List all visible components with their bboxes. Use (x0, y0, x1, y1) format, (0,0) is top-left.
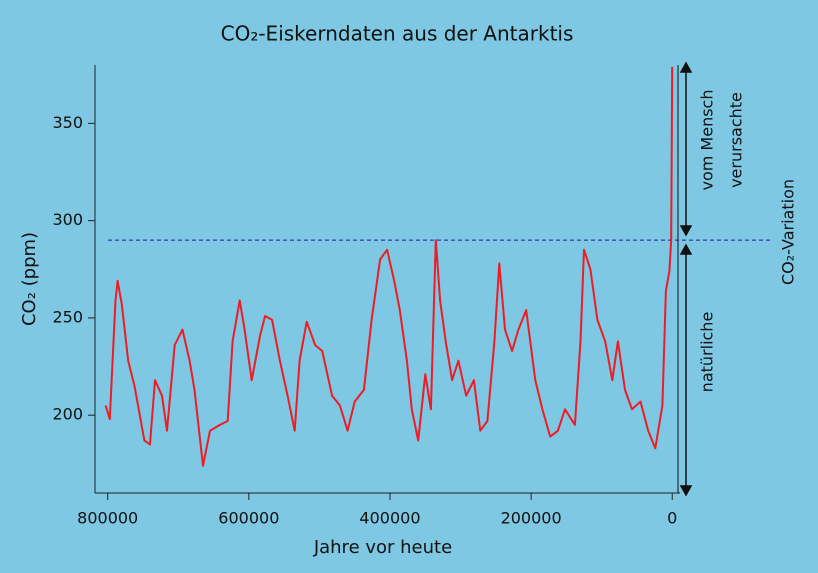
x-tick-label: 0 (667, 509, 677, 528)
y-axis-label: CO₂ (ppm) (19, 232, 40, 326)
data-line (104, 66, 674, 467)
annotation: natürliche (698, 312, 717, 393)
x-tick-label: 600000 (218, 509, 279, 528)
x-tick-label: 200000 (501, 509, 562, 528)
annotation: verursachte (727, 92, 746, 188)
x-tick-label: 800000 (77, 509, 138, 528)
bracket (677, 61, 693, 497)
y-tick-label: 350 (52, 113, 83, 132)
annotation: CO₂-Variation (779, 179, 798, 285)
chart-title: CO₂-Eiskerndaten aus der Antarktis (221, 22, 574, 46)
x-tick-label: 400000 (359, 509, 420, 528)
annotation: vom Mensch (698, 90, 717, 191)
y-tick-label: 300 (52, 210, 83, 229)
y-tick-label: 200 (52, 405, 83, 424)
x-axis-label: Jahre vor heute (313, 537, 452, 558)
y-tick-label: 250 (52, 307, 83, 326)
